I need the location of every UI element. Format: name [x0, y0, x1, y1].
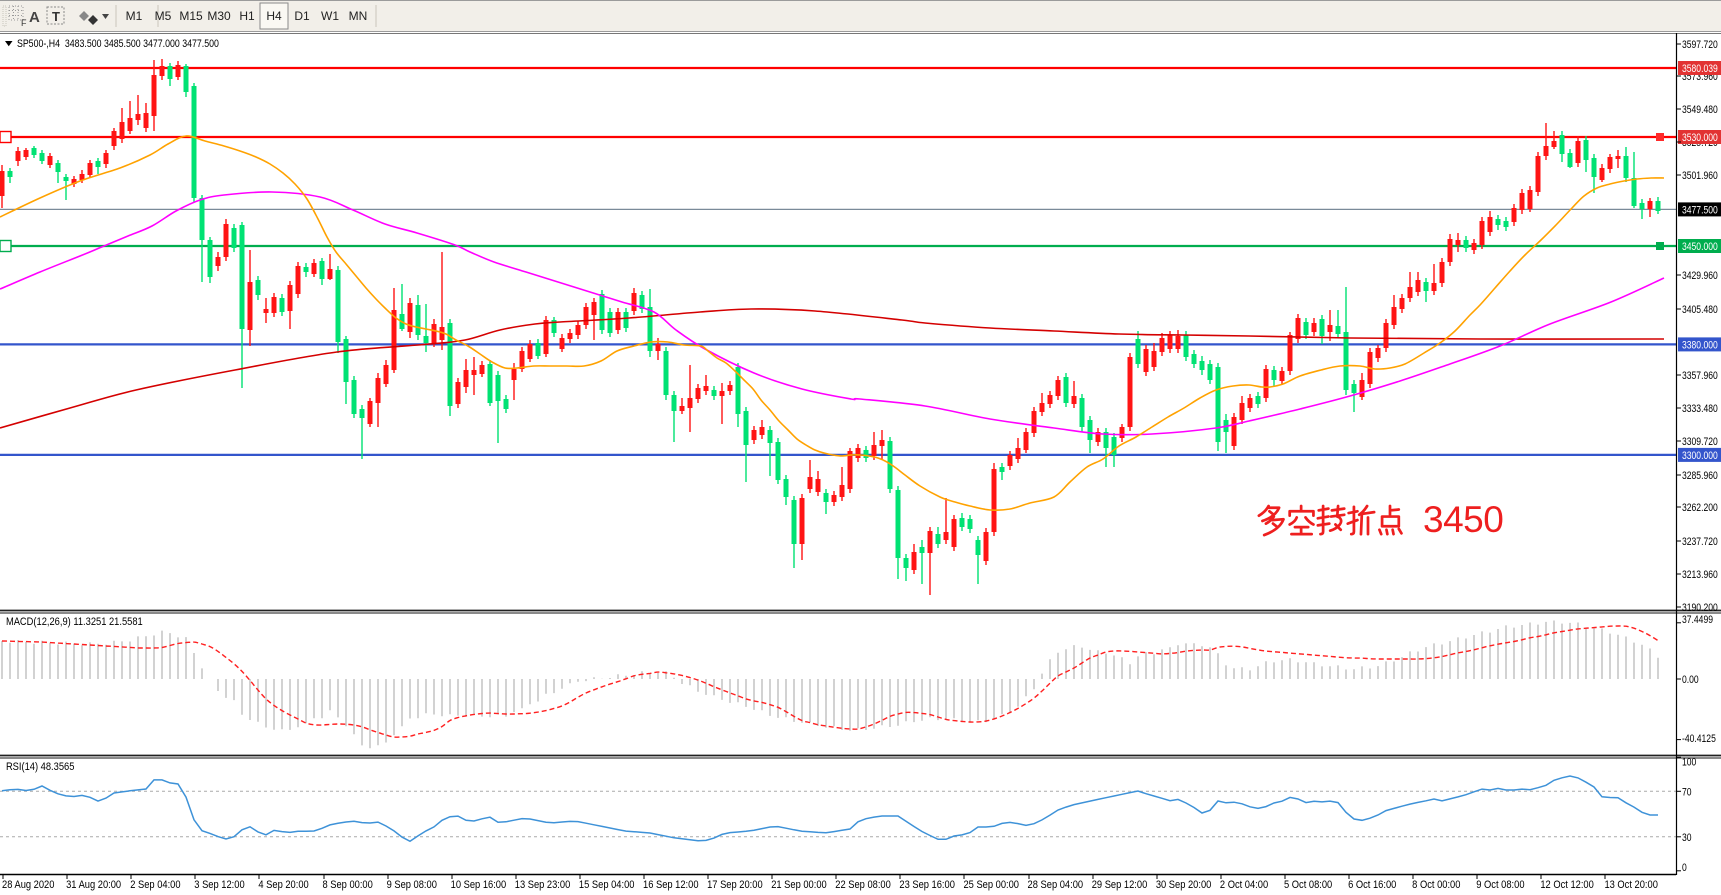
svg-text:16 Sep 12:00: 16 Sep 12:00: [643, 879, 699, 891]
svg-text:M1: M1: [126, 9, 143, 23]
svg-text:17 Sep 20:00: 17 Sep 20:00: [707, 879, 763, 891]
svg-text:A: A: [29, 9, 40, 26]
svg-text:100: 100: [1682, 756, 1697, 768]
svg-text:4 Sep 20:00: 4 Sep 20:00: [258, 879, 309, 891]
svg-text:13 Oct 20:00: 13 Oct 20:00: [1604, 879, 1658, 891]
svg-text:F: F: [21, 18, 27, 28]
svg-text:15 Sep 04:00: 15 Sep 04:00: [579, 879, 635, 891]
svg-text:6 Oct 16:00: 6 Oct 16:00: [1348, 879, 1397, 891]
svg-text:3262.200: 3262.200: [1682, 502, 1718, 514]
svg-text:3357.960: 3357.960: [1682, 370, 1718, 382]
svg-text:3530.000: 3530.000: [1682, 132, 1718, 144]
svg-text:8 Oct 00:00: 8 Oct 00:00: [1412, 879, 1461, 891]
svg-text:3501.960: 3501.960: [1682, 170, 1718, 182]
svg-text:M15: M15: [179, 9, 203, 23]
svg-text:8 Sep 00:00: 8 Sep 00:00: [322, 879, 373, 891]
svg-text:29 Sep 12:00: 29 Sep 12:00: [1092, 879, 1148, 891]
svg-text:W1: W1: [321, 9, 339, 23]
svg-text:3237.720: 3237.720: [1682, 536, 1718, 548]
svg-text:22 Sep 08:00: 22 Sep 08:00: [835, 879, 891, 891]
svg-text:3450.000: 3450.000: [1682, 241, 1718, 253]
svg-text:37.4499: 37.4499: [1682, 614, 1713, 626]
svg-text:9 Sep 08:00: 9 Sep 08:00: [387, 879, 438, 891]
svg-text:3549.480: 3549.480: [1682, 104, 1718, 116]
svg-text:25 Sep 00:00: 25 Sep 00:00: [963, 879, 1019, 891]
svg-text:H4: H4: [266, 9, 282, 23]
svg-text:21 Sep 00:00: 21 Sep 00:00: [771, 879, 827, 891]
svg-text:31 Aug 20:00: 31 Aug 20:00: [66, 879, 121, 891]
svg-text:30 Sep 20:00: 30 Sep 20:00: [1156, 879, 1212, 891]
svg-text:10 Sep 16:00: 10 Sep 16:00: [451, 879, 507, 891]
svg-text:3450: 3450: [1423, 499, 1503, 540]
svg-text:3477.500: 3477.500: [1682, 204, 1718, 216]
svg-text:3190.200: 3190.200: [1682, 602, 1718, 614]
svg-text:-40.4125: -40.4125: [1682, 733, 1716, 745]
svg-text:MACD(12,26,9) 11.3251 21.5581: MACD(12,26,9) 11.3251 21.5581: [6, 616, 143, 628]
svg-text:3597.720: 3597.720: [1682, 39, 1718, 51]
svg-text:3309.720: 3309.720: [1682, 436, 1718, 448]
svg-text:5 Oct 08:00: 5 Oct 08:00: [1284, 879, 1333, 891]
svg-text:M5: M5: [155, 9, 172, 23]
svg-text:M30: M30: [207, 9, 231, 23]
svg-text:28 Aug 2020: 28 Aug 2020: [2, 879, 55, 891]
svg-text:30: 30: [1682, 832, 1692, 844]
svg-text:3285.960: 3285.960: [1682, 470, 1718, 482]
svg-text:0: 0: [1682, 862, 1687, 874]
svg-text:3580.039: 3580.039: [1682, 63, 1718, 75]
svg-text:SP500-,H4 3483.500 3485.500 3: SP500-,H4 3483.500 3485.500 3477.000 347…: [17, 38, 219, 50]
svg-text:2 Sep 04:00: 2 Sep 04:00: [130, 879, 181, 891]
svg-text:3213.960: 3213.960: [1682, 569, 1718, 581]
svg-text:3300.000: 3300.000: [1682, 450, 1718, 462]
svg-text:3 Sep 12:00: 3 Sep 12:00: [194, 879, 245, 891]
svg-text:12 Oct 12:00: 12 Oct 12:00: [1540, 879, 1594, 891]
svg-text:0.00: 0.00: [1682, 674, 1699, 686]
svg-text:2 Oct 04:00: 2 Oct 04:00: [1220, 879, 1269, 891]
svg-text:3333.480: 3333.480: [1682, 403, 1718, 415]
svg-text:28 Sep 04:00: 28 Sep 04:00: [1028, 879, 1084, 891]
svg-text:T: T: [52, 9, 60, 24]
svg-text:H1: H1: [239, 9, 255, 23]
svg-text:70: 70: [1682, 786, 1692, 798]
svg-text:3405.480: 3405.480: [1682, 304, 1718, 316]
svg-text:3380.000: 3380.000: [1682, 339, 1718, 351]
svg-text:13 Sep 23:00: 13 Sep 23:00: [515, 879, 571, 891]
svg-text:RSI(14) 48.3565: RSI(14) 48.3565: [6, 761, 75, 773]
svg-text:9 Oct 08:00: 9 Oct 08:00: [1476, 879, 1525, 891]
svg-text:3429.960: 3429.960: [1682, 270, 1718, 282]
svg-text:23 Sep 16:00: 23 Sep 16:00: [899, 879, 955, 891]
svg-text:MN: MN: [349, 9, 368, 23]
svg-text:D1: D1: [294, 9, 310, 23]
